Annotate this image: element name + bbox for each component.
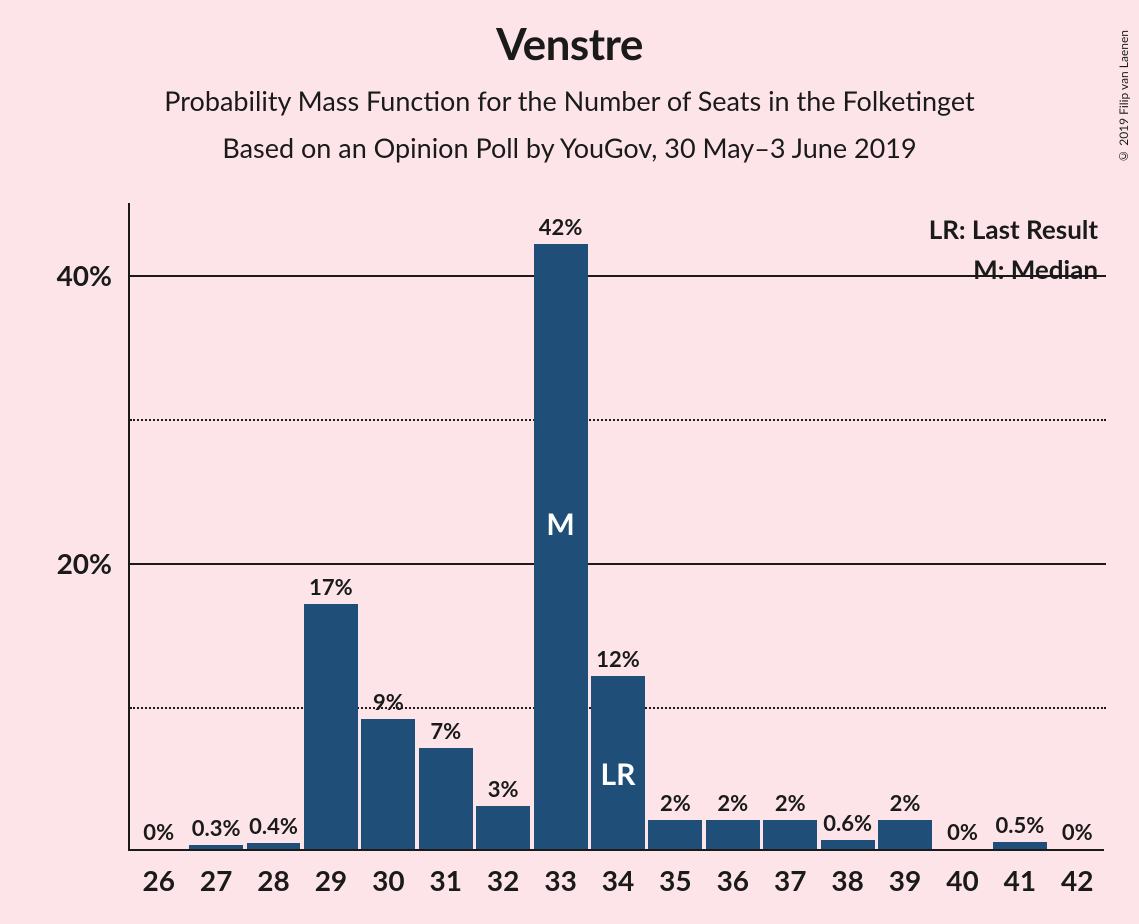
bar — [476, 806, 530, 849]
x-tick-label: 28 — [257, 863, 289, 897]
x-tick-label: 40 — [946, 863, 978, 897]
chart-legend: LR: Last Result M: Median — [929, 209, 1098, 290]
x-tick-label: 27 — [200, 863, 232, 897]
x-tick-label: 34 — [602, 863, 634, 897]
grid-line — [130, 563, 1106, 565]
last-result-marker: LR — [601, 756, 636, 792]
bar — [648, 820, 702, 849]
x-tick-label: 35 — [659, 863, 691, 897]
median-marker: M — [546, 506, 574, 542]
bar-value-label: 0.6% — [823, 809, 872, 836]
bar — [993, 842, 1047, 849]
chart-area: LR: Last Result M: Median 20% 40% 0% 26 0.3%… — [50, 203, 1110, 903]
bar-value-label: 2% — [890, 789, 921, 816]
bar-value-label: 0% — [947, 818, 978, 845]
x-tick-label: 39 — [889, 863, 921, 897]
plot-region: LR: Last Result M: Median 20%40%0%260.3%… — [128, 203, 1104, 851]
bar-value-label: 0% — [143, 818, 174, 845]
legend-lr: LR: Last Result — [929, 209, 1098, 249]
x-tick-label: 32 — [487, 863, 519, 897]
y-tick-label: 40% — [57, 258, 112, 292]
chart-subtitle: Probability Mass Function for the Number… — [0, 84, 1139, 117]
bar-value-label: 12% — [596, 645, 640, 672]
bar-value-label: 0% — [1062, 818, 1093, 845]
x-tick-label: 42 — [1061, 863, 1093, 897]
bar — [189, 845, 243, 849]
bar — [534, 244, 588, 849]
x-tick-label: 41 — [1004, 863, 1036, 897]
x-tick-label: 37 — [774, 863, 806, 897]
x-tick-label: 33 — [544, 863, 576, 897]
bar — [361, 719, 415, 849]
bar-value-label: 9% — [373, 688, 404, 715]
bar-value-label: 0.3% — [192, 814, 241, 841]
chart-title: Venstre — [0, 18, 1139, 70]
x-tick-label: 30 — [372, 863, 404, 897]
bar-value-label: 2% — [660, 789, 691, 816]
x-tick-label: 26 — [142, 863, 174, 897]
bar-value-label: 0.4% — [249, 812, 298, 839]
bar-value-label: 2% — [775, 789, 806, 816]
bar — [763, 820, 817, 849]
bar-value-label: 42% — [539, 213, 583, 240]
bar-value-label: 0.5% — [995, 811, 1044, 838]
chart-subtitle-2: Based on an Opinion Poll by YouGov, 30 M… — [0, 131, 1139, 164]
x-tick-label: 31 — [430, 863, 462, 897]
copyright-text: © 2019 Filip van Laenen — [1116, 30, 1131, 164]
bar — [706, 820, 760, 849]
x-tick-label: 38 — [831, 863, 863, 897]
grid-line-minor — [130, 419, 1106, 421]
x-tick-label: 29 — [315, 863, 347, 897]
x-tick-label: 36 — [717, 863, 749, 897]
bar-value-label: 3% — [488, 775, 519, 802]
bar — [247, 843, 301, 849]
y-tick-label: 20% — [57, 546, 112, 580]
bar — [419, 748, 473, 849]
legend-m: M: Median — [929, 249, 1098, 289]
bar-value-label: 2% — [717, 789, 748, 816]
grid-line — [130, 275, 1106, 277]
bar — [821, 840, 875, 849]
bar — [878, 820, 932, 849]
bar — [304, 604, 358, 849]
bar-value-label: 17% — [309, 573, 353, 600]
bar-value-label: 7% — [430, 717, 461, 744]
